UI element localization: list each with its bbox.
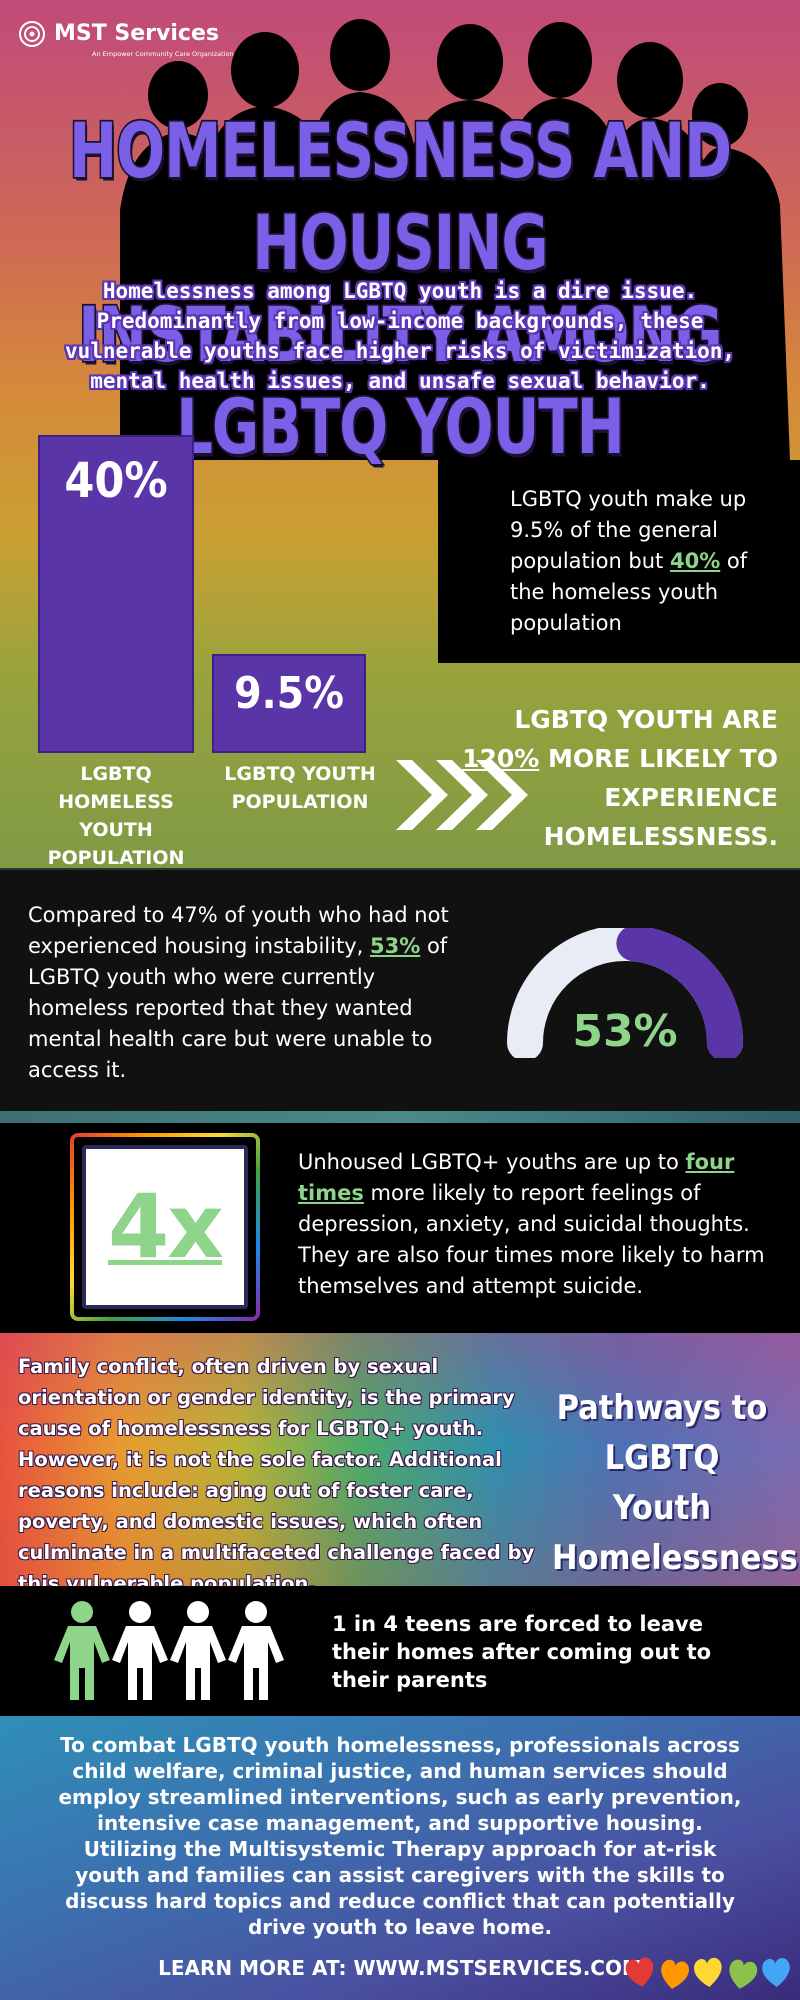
- likely-suffix: MORE LIKELY TO EXPERIENCE HOMELESSNESS.: [539, 744, 778, 851]
- four-times-highlight: four times: [298, 1150, 735, 1205]
- mst-logo-icon: [19, 21, 45, 47]
- pathways-heading: Pathways to LGBTQ Youth Homelessness: [552, 1388, 798, 1578]
- mental-health-text: Compared to 47% of youth who had not exp…: [28, 900, 468, 1086]
- population-text-start: LGBTQ youth make up 9.5% of the general …: [510, 487, 747, 573]
- combat-text: To combat LGBTQ youth homelessness, prof…: [58, 1733, 742, 1939]
- pathways-section: Family conflict, often driven by sexual …: [0, 1333, 800, 1595]
- four-x-label: 4x: [108, 1175, 224, 1278]
- chevrons-right-icon: [396, 760, 528, 830]
- hero-section: MST Services An Empower Community Care O…: [0, 0, 800, 868]
- pathways-body: Family conflict, often driven by sexual …: [18, 1355, 535, 1595]
- brand-name: MST Services: [54, 21, 219, 46]
- bar-2-value-label: 9.5%: [234, 668, 344, 719]
- heart-icon: [661, 1959, 690, 1989]
- learn-more-link[interactable]: LEARN MORE AT: WWW.MSTSERVICES.COM: [158, 1956, 642, 1980]
- coming-out-text: 1 in 4 teens are forced to leave their h…: [332, 1612, 712, 1692]
- four-times-text: Unhoused LGBTQ+ youths are up to four ti…: [298, 1147, 768, 1302]
- gauge-fill: [616, 928, 743, 1058]
- four-x-card: 4x: [82, 1145, 248, 1309]
- bar-lgbtq-homeless-youth: 40%: [38, 435, 194, 753]
- mental-health-section: Compared to 47% of youth who had not exp…: [0, 868, 800, 1113]
- population-highlight: 40%: [669, 549, 721, 573]
- person-icon: [228, 1601, 284, 1700]
- combat-section: To combat LGBTQ youth homelessness, prof…: [0, 1716, 800, 2000]
- brand-tagline: An Empower Community Care Organization: [92, 50, 234, 58]
- likely-statement: LGBTQ YOUTH ARE 120% MORE LIKELY TO EXPE…: [430, 700, 778, 856]
- title-line-2: INSTABILITY AMONG LGBTQ YOUTH: [77, 291, 725, 474]
- intro-text: Homelessness among LGBTQ youth is a dire…: [64, 279, 736, 393]
- pathways-background-shade: [0, 1333, 800, 1586]
- bar-2-category-label: LGBTQ YOUTH POPULATION: [224, 763, 376, 813]
- page-title: HOMELESSNESS AND HOUSING INSTABILITY AMO…: [0, 106, 800, 474]
- gauge-value-label: 53%: [572, 1006, 677, 1057]
- four-times-start: Unhoused LGBTQ+ youths are up to: [298, 1150, 686, 1174]
- population-info-box: LGBTQ youth make up 9.5% of the general …: [438, 460, 800, 663]
- likely-prefix: LGBTQ YOUTH ARE: [514, 705, 778, 734]
- heart-icon: [729, 1959, 758, 1989]
- population-info-text: LGBTQ youth make up 9.5% of the general …: [510, 484, 780, 639]
- mh-text-start: Compared to 47% of youth who had not exp…: [28, 903, 449, 958]
- mh-text-end: of LGBTQ youth who were currently homele…: [28, 934, 448, 1082]
- bar-1-category-label: LGBTQ HOMELESS YOUTH POPULATION: [47, 763, 185, 868]
- silhouette-crowd-image: [120, 19, 790, 460]
- heart-icon: [762, 1958, 790, 1987]
- person-icon: [170, 1601, 226, 1700]
- likely-highlight: 120%: [462, 744, 540, 773]
- mh-highlight: 53%: [370, 934, 421, 958]
- divider-strip: [0, 1111, 800, 1123]
- four-x-badge: 4x: [70, 1133, 260, 1321]
- title-line-1: HOMELESSNESS AND HOUSING: [67, 107, 733, 290]
- person-icon-highlighted: [54, 1601, 110, 1700]
- bar-lgbtq-youth: 9.5%: [212, 654, 366, 753]
- person-icon: [112, 1601, 168, 1700]
- bar-1-value-label: 40%: [64, 453, 168, 509]
- four-times-end: more likely to report feelings of depres…: [298, 1181, 765, 1298]
- one-in-four-people-icon: [54, 1601, 284, 1700]
- population-text-end: of the homeless youth population: [510, 549, 748, 635]
- gauge-53-percent: 53%: [507, 928, 743, 1058]
- rainbow-hearts-icon: [625, 1957, 790, 1989]
- brand-logo[interactable]: MST Services: [18, 20, 219, 48]
- heart-icon: [625, 1957, 654, 1987]
- heart-icon: [694, 1957, 722, 1987]
